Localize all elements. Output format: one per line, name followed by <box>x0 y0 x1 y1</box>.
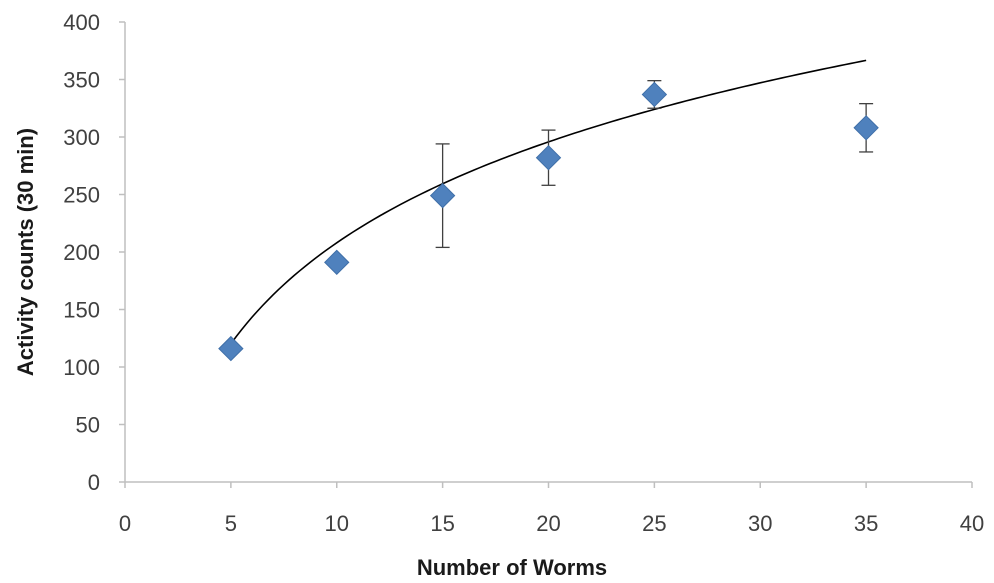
data-point-diamond <box>853 115 879 141</box>
y-tick-label: 200 <box>63 240 100 265</box>
x-tick-label: 5 <box>225 511 237 536</box>
x-tick-label: 0 <box>119 511 131 536</box>
data-point-diamond <box>535 144 562 171</box>
x-tick-label: 25 <box>642 511 666 536</box>
y-tick-label: 350 <box>63 68 100 93</box>
y-tick-label: 400 <box>63 10 100 35</box>
x-tick-label: 35 <box>854 511 878 536</box>
data-point-diamond <box>429 182 456 209</box>
y-tick-label: 50 <box>76 413 100 438</box>
y-tick-label: 150 <box>63 298 100 323</box>
y-tick-label: 250 <box>63 183 100 208</box>
data-point-diamond <box>324 249 350 276</box>
x-tick-label: 20 <box>536 511 560 536</box>
data-point-diamond <box>218 335 244 362</box>
axes <box>119 21 973 488</box>
trendline <box>230 59 867 345</box>
x-tick-label: 15 <box>430 511 454 536</box>
data-points <box>218 81 879 362</box>
x-tick-label: 10 <box>325 511 349 536</box>
data-point-diamond <box>641 81 668 108</box>
y-tick-label: 100 <box>63 355 100 380</box>
x-tick-label: 40 <box>960 511 984 536</box>
x-tick-label: 30 <box>748 511 772 536</box>
x-axis-title: Number of Worms <box>417 555 607 580</box>
x-tick-labels: 0 5 10 15 20 25 30 35 40 <box>119 511 984 536</box>
y-axis-title: Activity counts (30 min) <box>13 128 38 376</box>
y-tick-label: 0 <box>88 470 100 495</box>
y-tick-label: 300 <box>63 125 100 150</box>
y-tick-labels: 0 50 100 150 200 250 300 350 400 <box>63 10 100 495</box>
